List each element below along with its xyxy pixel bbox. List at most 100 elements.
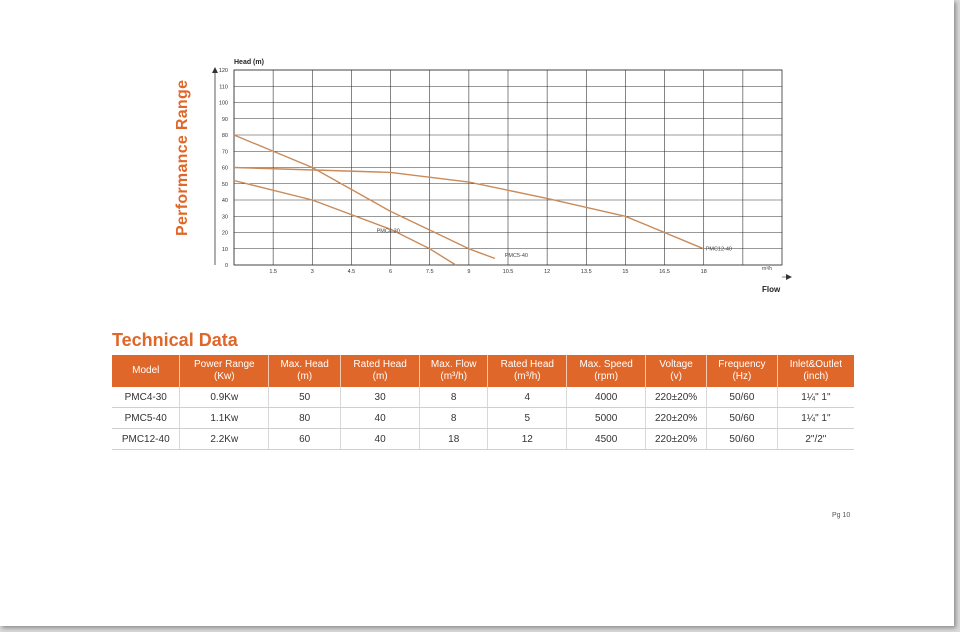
column-header: Frequency (Hz) [706,355,778,387]
table-cell: 80 [268,407,341,429]
curve-pmc5-40 [233,134,496,260]
x-tick-label: 3 [311,269,314,275]
y-tick-label: 30 [222,214,228,220]
y-tick-label: 10 [222,247,228,253]
column-header: Rated Head (m³/h) [487,355,567,387]
table-cell: 50/60 [706,428,778,450]
y-tick-label: 120 [219,68,228,74]
column-header-unit: (Hz) [732,371,752,382]
curve-label: PMC4-30 [377,229,400,235]
x-tick-label: 15 [622,269,628,275]
table-row: PMC4-30 0.9Kw 50 30 8 4 4000 220±20% 50/60 1¼" 1" [112,387,854,408]
column-header-label: Power Range [193,359,255,370]
column-header-label: Voltage [659,359,693,370]
curve-pmc12-40 [233,166,704,250]
table-cell: 30 [340,387,420,408]
column-header-unit: (m³/h) [440,371,468,382]
table-cell: 220±20% [645,387,707,408]
table-cell: 60 [268,428,341,450]
column-header: Max. Speed (rpm) [566,355,646,387]
x-tick-label: 18 [701,269,707,275]
y-tick-label: 90 [222,117,228,123]
table-cell: PMC5-40 [112,407,180,429]
column-header: Inlet&Outlet (inch) [776,355,854,387]
x-unit-label: m³/h [762,266,772,272]
x-tick-label: 12 [544,269,550,275]
table-cell: 8 [419,387,488,408]
column-header: Model [112,355,180,387]
x-tick-label: 4.5 [348,269,356,275]
y-tick-label: 100 [219,101,228,107]
x-tick-labels: 1.5 3 4.5 6 7.5 9 10.5 12 13.5 15 16.5 18 [269,269,706,275]
page-number: Pg 10 [832,512,851,519]
table-cell: 50/60 [706,407,778,429]
y-tick-label: 80 [222,133,228,139]
x-tick-label: 10.5 [503,269,514,275]
column-header-label: Max. Head [280,359,329,370]
x-tick-label: 9 [467,269,470,275]
column-header-label: Inlet&Outlet [789,359,842,370]
table-cell: 1¼" 1" [776,387,854,408]
table-header-row: Model Power Range (Kw) Max. Head (m) Rated He… [112,355,854,387]
y-tick-label: 110 [219,84,228,90]
column-header: Max. Head (m) [268,355,341,387]
x-tick-label: 16.5 [659,269,670,275]
table-cell: 5000 [566,407,646,429]
column-header: Voltage (v) [645,355,707,387]
column-header-label: Rated Head [353,359,407,370]
y-tick-label: 20 [222,231,228,237]
y-tick-label: 40 [222,198,228,204]
column-header-unit: (rpm) [594,371,619,382]
technical-data-table: Model Power Range (Kw) Max. Head (m) Rated He… [112,355,854,450]
table-body: PMC4-30 0.9Kw 50 30 8 4 4000 220±20% 50/60 1¼" 1"… [112,387,854,450]
curve-label: PMC12-40 [706,246,732,252]
column-header: Power Range (Kw) [179,355,269,387]
table-cell: PMC4-30 [112,387,180,408]
x-axis-label: Flow [762,285,781,294]
table-cell: 220±20% [645,428,707,450]
column-header-unit: (Kw) [214,371,235,382]
table-row: PMC5-40 1.1Kw 80 40 8 5 5000 220±20% 50/60 1¼" 1" [112,407,854,429]
chart-curves [233,134,704,266]
table-cell: 4500 [566,428,646,450]
table-cell: 18 [419,428,488,450]
technical-data-title: Technical Data [112,330,238,350]
table-cell: 12 [487,428,567,450]
table-cell: 5 [487,407,567,429]
table-cell: 220±20% [645,407,707,429]
column-header: Rated Head (m) [340,355,420,387]
column-header: Max. Flow (m³/h) [419,355,488,387]
table-cell: 2.2Kw [179,428,269,450]
x-axis-arrow [786,274,792,280]
column-header-unit: (v) [670,371,682,382]
column-header-label: Max. Speed [579,359,633,370]
curve-labels: PMC4-30 PMC5-40 PMC12-40 [377,229,732,259]
y-tick-label: 0 [225,263,228,269]
table-row: PMC12-40 2.2Kw 60 40 18 12 4500 220±20% 50/60 2"/… [112,428,854,450]
curve-label: PMC5-40 [505,253,528,259]
table-cell: 1.1Kw [179,407,269,429]
column-header-label: Frequency [718,359,766,370]
y-axis-arrow [212,67,218,73]
y-axis-label: Head (m) [234,59,264,66]
column-header-unit: (inch) [803,371,829,382]
table-cell: 1¼" 1" [776,407,854,429]
y-tick-label: 70 [222,149,228,155]
column-header-label: Rated Head [500,359,554,370]
x-tick-label: 7.5 [426,269,434,275]
x-tick-label: 13.5 [581,269,592,275]
y-tick-labels: 0 10 20 30 40 50 60 70 80 90 100 110 120 [219,68,228,269]
table-cell: 4 [487,387,567,408]
table-cell: 8 [419,407,488,429]
performance-chart: 0 10 20 30 40 50 60 70 80 90 100 110 120 1.5 3 4.5 6 7.5… [212,59,792,294]
table-cell: 40 [340,428,420,450]
table-cell: 50 [268,387,341,408]
column-header-unit: (m) [372,371,388,382]
table-cell: 40 [340,407,420,429]
column-header-unit: (m) [297,371,313,382]
column-header-unit: (m³/h) [513,371,541,382]
table-cell: 0.9Kw [179,387,269,408]
table-cell: 4000 [566,387,646,408]
column-header-label: Max. Flow [430,359,477,370]
column-header-label: Model [132,365,160,376]
